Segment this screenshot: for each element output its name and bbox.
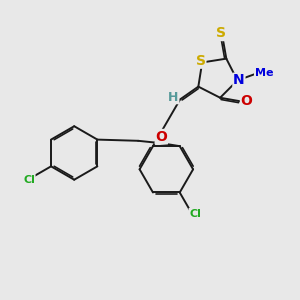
Text: Cl: Cl xyxy=(189,208,201,219)
Text: N: N xyxy=(233,74,245,87)
Text: Cl: Cl xyxy=(23,175,35,184)
Text: S: S xyxy=(216,26,226,40)
Text: O: O xyxy=(155,130,167,144)
Text: Me: Me xyxy=(255,68,273,78)
Text: H: H xyxy=(168,91,179,103)
Text: S: S xyxy=(196,54,206,68)
Text: O: O xyxy=(241,94,253,108)
